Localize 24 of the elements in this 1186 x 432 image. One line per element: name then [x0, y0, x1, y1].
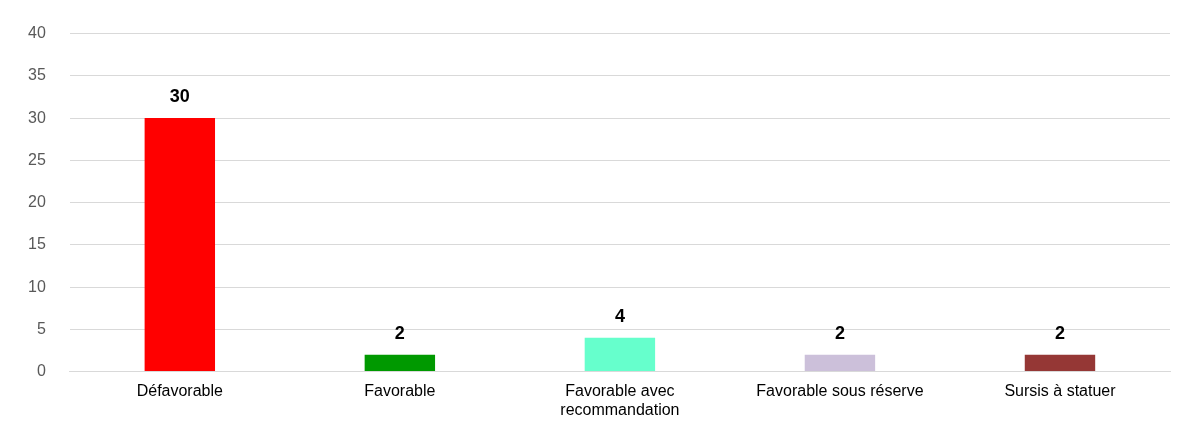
- x-tick-label: Favorable avec recommandation: [560, 381, 680, 418]
- data-label: 2: [394, 322, 405, 343]
- y-tick-label: 30: [28, 108, 46, 126]
- y-tick-label: 10: [28, 277, 46, 295]
- y-tick-label: 40: [28, 24, 46, 42]
- y-tick-label: 25: [28, 150, 46, 168]
- y-tick-label: 0: [36, 362, 46, 380]
- y-tick-label: 15: [28, 235, 46, 253]
- x-tick-label: Défavorable: [136, 381, 224, 399]
- data-label: 2: [1054, 322, 1065, 343]
- data-label: 2: [834, 322, 845, 343]
- bar: [144, 118, 216, 372]
- data-label: 30: [169, 86, 190, 107]
- bar: [364, 354, 436, 372]
- bar: [804, 354, 876, 372]
- x-tick-label: Favorable sous réserve: [756, 381, 924, 399]
- data-label: 4: [614, 305, 625, 326]
- x-tick-label: Sursis à statuer: [1004, 381, 1117, 399]
- bar: [1024, 354, 1096, 372]
- y-tick-label: 20: [28, 193, 46, 211]
- bar: [584, 337, 656, 372]
- y-tick-label: 5: [36, 319, 46, 337]
- x-tick-label: Favorable: [364, 381, 436, 399]
- y-tick-label: 35: [28, 66, 46, 84]
